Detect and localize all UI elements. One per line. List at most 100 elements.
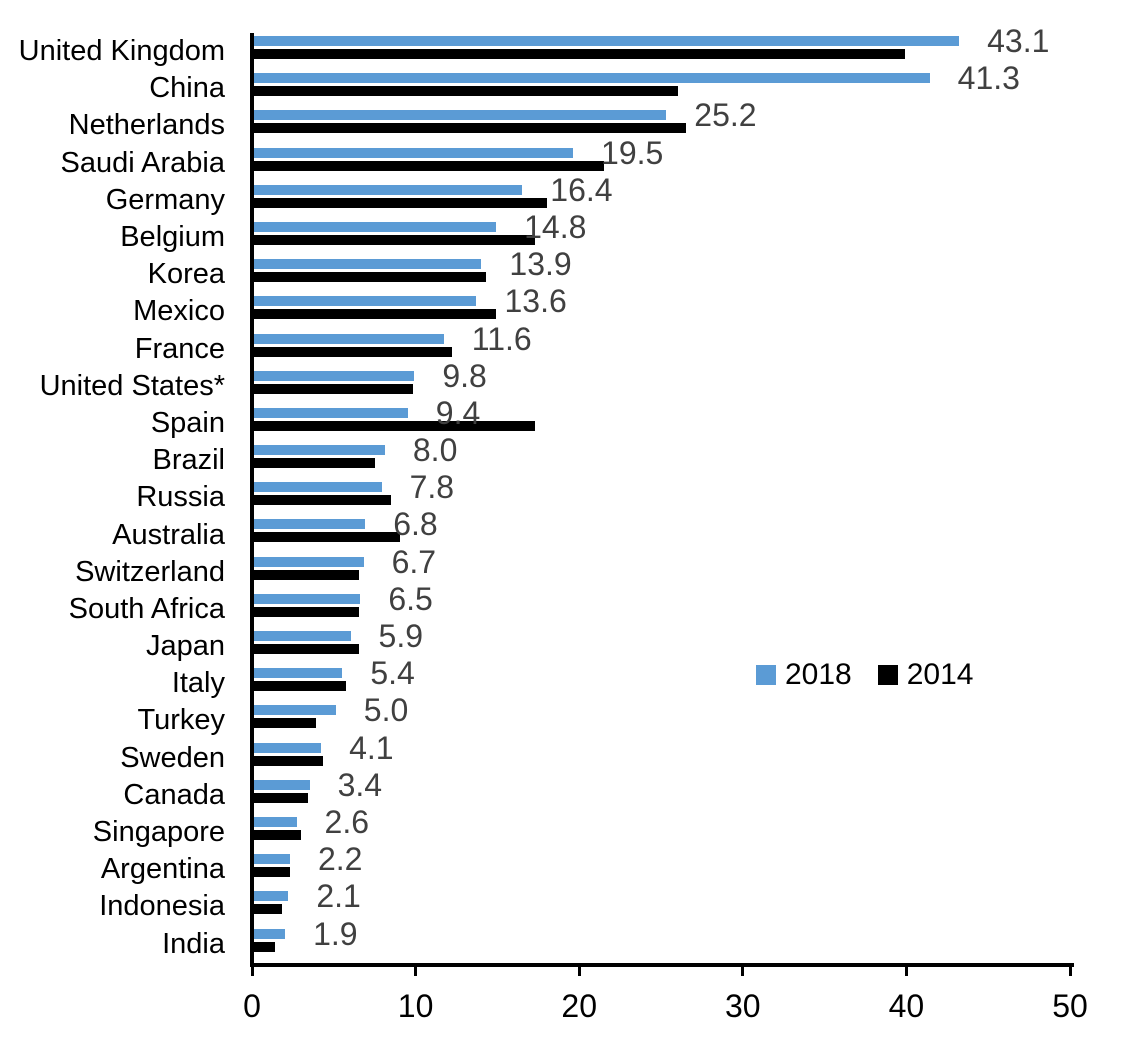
bar-2018	[254, 184, 523, 195]
value-label: 14.8	[524, 208, 587, 245]
category-label: Korea	[147, 258, 225, 291]
bar-2014	[254, 792, 308, 803]
category-label: Canada	[123, 778, 225, 811]
x-axis-tick-label: 50	[1052, 988, 1088, 1024]
value-label: 41.3	[957, 60, 1020, 97]
value-label: 11.6	[471, 320, 532, 357]
bar-2014	[254, 532, 400, 543]
value-label: 9.4	[435, 394, 481, 431]
category-label: South Africa	[68, 592, 225, 625]
bar-row: South Africa 6.5	[0, 583, 1123, 628]
value-label: 5.0	[363, 692, 409, 729]
category-label: Mexico	[133, 295, 225, 328]
value-label: 25.2	[694, 97, 757, 134]
bar-2014	[254, 718, 317, 729]
bar-pair: 41.3	[250, 62, 1123, 107]
bar-pair: 2.6	[250, 806, 1123, 851]
bar-row: Netherlands 25.2	[0, 99, 1123, 144]
bar-pair: 7.8	[250, 471, 1123, 516]
bar-2018	[254, 668, 343, 679]
bar-2018	[254, 816, 297, 827]
value-label: 2.2	[317, 841, 363, 878]
bar-2018	[254, 370, 415, 381]
legend-label-2014: 2014	[906, 658, 974, 691]
bar-pair: 19.5	[250, 137, 1123, 182]
value-label: 6.5	[388, 580, 433, 617]
bar-2018	[254, 854, 290, 865]
bar-2014	[254, 86, 678, 97]
value-label: 2.6	[324, 803, 370, 840]
bar-2018	[254, 631, 351, 641]
category-label: United States*	[39, 369, 225, 402]
value-label: 5.9	[378, 618, 423, 654]
legend-item-2014: 2014	[877, 658, 974, 691]
bar-pair: 16.4	[250, 174, 1123, 219]
bar-2014	[254, 681, 346, 692]
category-label: Russia	[136, 481, 225, 514]
bar-2014	[254, 383, 413, 394]
bar-pair: 11.6	[250, 323, 1123, 368]
legend-label-2018: 2018	[785, 658, 852, 691]
category-label: Argentina	[100, 853, 225, 886]
bar-row: Saudi Arabia 19.5	[0, 137, 1123, 182]
bar-pair: 2.2	[250, 843, 1123, 888]
bar-2014	[254, 234, 536, 245]
bar-pair: 1.9	[250, 918, 1123, 963]
value-label: 4.1	[349, 729, 394, 766]
bar-2014	[254, 495, 392, 506]
bar-row: Turkey 5.0	[0, 694, 1123, 739]
bar-row: France 11.6	[0, 323, 1123, 368]
legend: 2018 2014	[756, 660, 974, 690]
bar-2018	[254, 891, 289, 902]
bar-pair: 6.8	[250, 508, 1123, 553]
bar-row: Japan 5.9	[0, 620, 1123, 665]
bar-pair: 6.5	[250, 583, 1123, 628]
value-label: 19.5	[601, 134, 664, 171]
bar-row: Italy 5.4	[0, 657, 1123, 702]
bar-2018	[254, 73, 930, 84]
bar-2018	[254, 407, 408, 418]
category-label: Sweden	[120, 741, 225, 774]
category-label: Saudi Arabia	[60, 146, 225, 179]
category-label: Brazil	[152, 444, 225, 477]
bar-2018	[254, 556, 364, 567]
bar-2018	[254, 110, 667, 121]
bar-2014	[254, 272, 487, 283]
x-axis-tick-label: 30	[725, 988, 761, 1024]
bar-row: Brazil 8.0	[0, 434, 1123, 479]
category-label: India	[162, 927, 225, 960]
bar-2018	[254, 742, 322, 753]
bar-pair: 9.4	[250, 397, 1123, 442]
bar-row: Indonesia 2.1	[0, 880, 1123, 925]
x-axis-tick	[250, 967, 254, 976]
bar-pair: 3.4	[250, 769, 1123, 814]
value-label: 6.8	[393, 506, 438, 543]
legend-swatch-2018	[756, 665, 776, 685]
bar-row: Korea 13.9	[0, 248, 1123, 293]
bar-pair: 5.4	[250, 657, 1123, 702]
value-label: 3.4	[337, 766, 383, 803]
bar-2018	[254, 36, 960, 46]
bar-2014	[254, 346, 452, 357]
value-label: 8.0	[412, 432, 458, 469]
value-label: 5.4	[370, 655, 415, 692]
bar-pair: 5.9	[250, 620, 1123, 665]
bar-2018	[254, 705, 336, 716]
bar-pair: 14.8	[250, 211, 1123, 256]
bar-2014	[254, 644, 359, 654]
category-label: Indonesia	[99, 890, 225, 923]
bar-pair: 2.1	[250, 880, 1123, 925]
value-label: 2.1	[316, 878, 361, 915]
x-axis-tick-label: 20	[561, 988, 597, 1024]
bar-2014	[254, 941, 276, 952]
bar-pair: 25.2	[250, 99, 1123, 144]
legend-swatch-2014	[877, 665, 898, 685]
x-axis-tick	[904, 967, 908, 976]
bar-2018	[254, 928, 286, 939]
bar-row: India 1.9	[0, 918, 1123, 963]
bar-2014	[254, 458, 376, 469]
bar-row: Canada 3.4	[0, 769, 1123, 814]
bar-pair: 13.9	[250, 248, 1123, 293]
category-label: Italy	[171, 667, 225, 700]
